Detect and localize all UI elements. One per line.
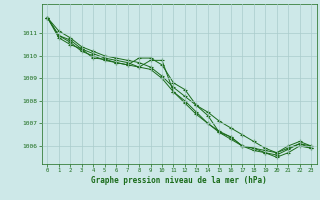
X-axis label: Graphe pression niveau de la mer (hPa): Graphe pression niveau de la mer (hPa) <box>91 176 267 185</box>
